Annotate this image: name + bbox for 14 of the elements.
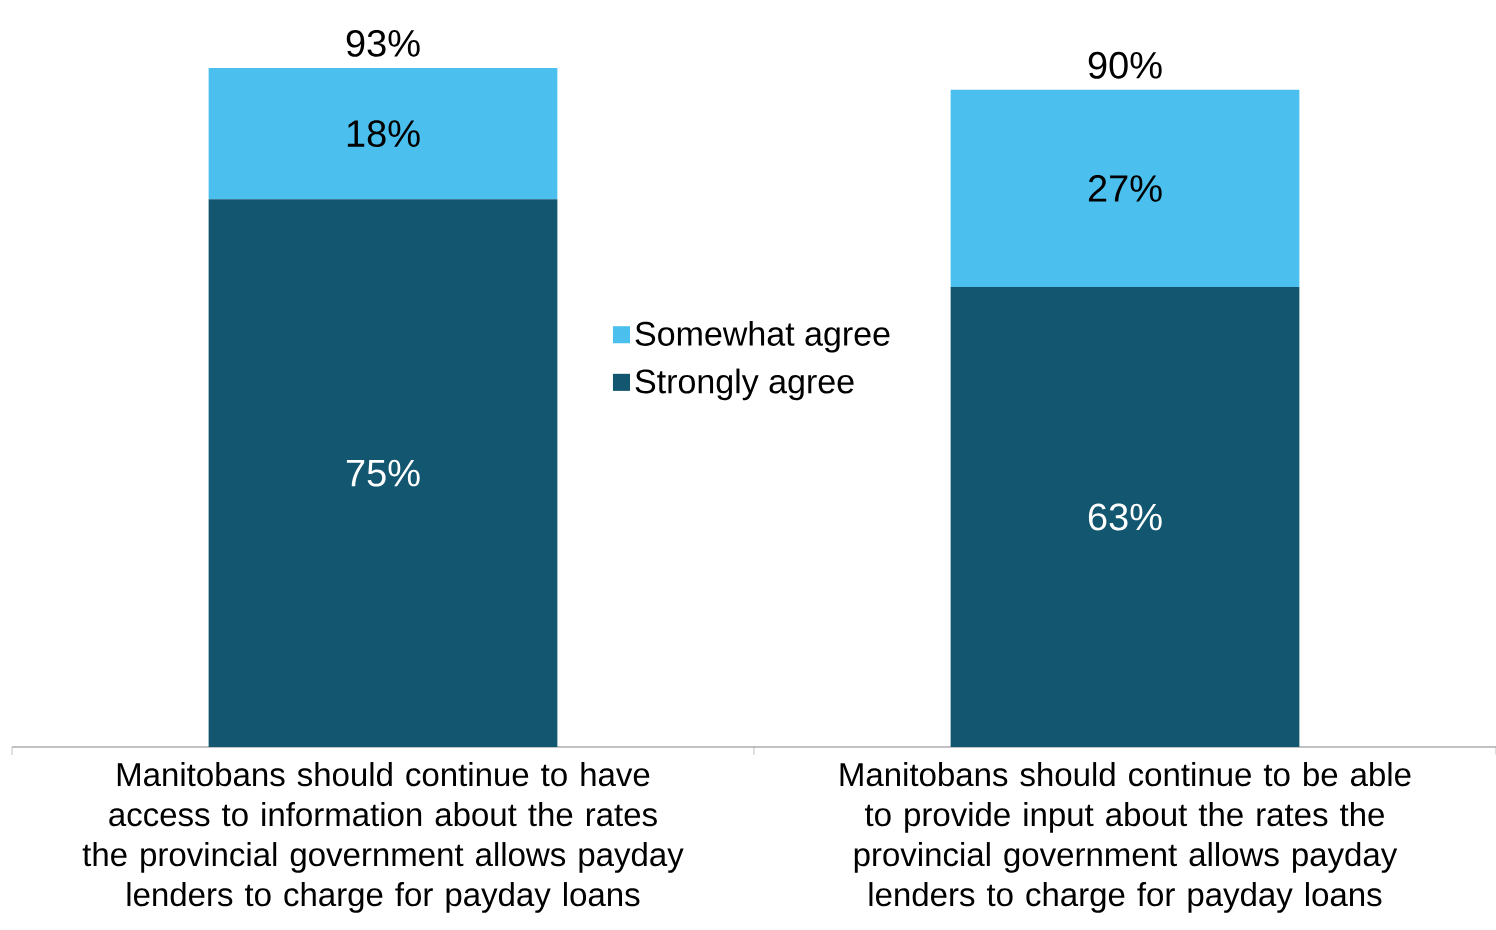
data-label: 63% — [1088, 503, 1162, 531]
bar — [950, 89, 1300, 287]
legend-label: Somewhat agree — [635, 320, 890, 353]
bar — [208, 67, 558, 200]
x-tick-label: Manitobans should continue to be able to provide input about the rates the provincial government allows payday lenders to charge for payday loans — [840, 762, 1411, 913]
data-label: 18% — [347, 120, 420, 148]
legend-label: Strongly agree — [635, 368, 854, 401]
data-label: 27% — [1088, 174, 1162, 202]
total-label: 90% — [1088, 51, 1162, 79]
x-tick-label: Manitobans should continue to have access to information about the rates the provincial government allows payday lenders to charge for payday loans — [82, 762, 684, 913]
bar — [208, 199, 558, 747]
data-label: 75% — [346, 459, 420, 487]
total-label: 93% — [346, 29, 420, 57]
bar — [950, 286, 1300, 747]
